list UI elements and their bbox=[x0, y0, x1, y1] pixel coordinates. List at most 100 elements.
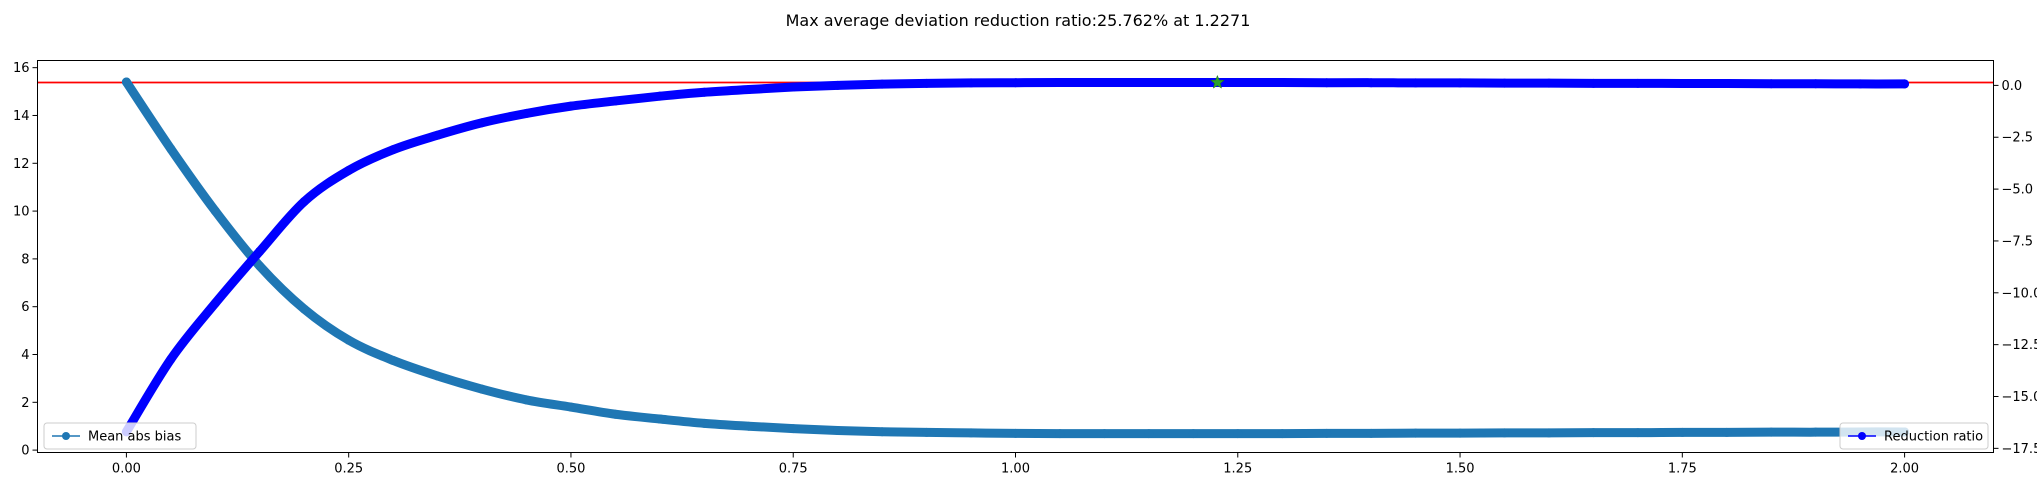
data-point bbox=[1544, 428, 1554, 438]
x-tick-label: 0.50 bbox=[556, 462, 585, 477]
data-point bbox=[344, 165, 354, 175]
data-point bbox=[1277, 429, 1287, 439]
data-point bbox=[1588, 428, 1598, 438]
data-point bbox=[344, 335, 354, 345]
y-right-tick-label: −12.5 bbox=[2002, 338, 2037, 353]
data-point bbox=[433, 371, 443, 381]
data-point bbox=[1811, 427, 1821, 437]
data-point bbox=[1811, 79, 1821, 89]
series-line-reduction-ratio bbox=[121, 77, 1910, 437]
data-point bbox=[610, 96, 620, 106]
data-point bbox=[388, 355, 398, 365]
y-right-tick-label: −2.5 bbox=[2002, 131, 2034, 146]
data-point bbox=[166, 144, 176, 154]
data-point bbox=[121, 77, 131, 87]
data-point bbox=[610, 409, 620, 419]
data-point bbox=[388, 145, 398, 155]
max-marker-star bbox=[1210, 74, 1225, 89]
y-axis-right: 0.0 −2.5 −5.0 −7.5 −10.0 −12.5 −15.0 −17.5 bbox=[1993, 79, 2037, 457]
data-point bbox=[477, 384, 487, 394]
data-point bbox=[1188, 429, 1198, 439]
y-left-tick-label: 12 bbox=[13, 157, 30, 172]
y-left-tick-label: 8 bbox=[21, 252, 29, 267]
data-point bbox=[1099, 429, 1109, 439]
y-right-tick-label: 0.0 bbox=[2002, 79, 2023, 94]
data-point bbox=[1411, 78, 1421, 88]
legend-reduction-ratio: Reduction ratio bbox=[1839, 422, 1989, 450]
y-right-tick-label: −5.0 bbox=[2002, 183, 2034, 198]
legend-label: Reduction ratio bbox=[1884, 430, 1983, 445]
data-point bbox=[1277, 77, 1287, 87]
x-tick-label: 0.00 bbox=[112, 462, 141, 477]
data-point bbox=[655, 91, 665, 101]
y-right-tick-label: −17.5 bbox=[2002, 442, 2037, 457]
data-point bbox=[1766, 79, 1776, 89]
data-point bbox=[1588, 78, 1598, 88]
data-point bbox=[1722, 79, 1732, 89]
data-point bbox=[699, 418, 709, 428]
data-point bbox=[922, 427, 932, 437]
data-point bbox=[1233, 77, 1243, 87]
data-point bbox=[744, 85, 754, 95]
x-tick-label: 1.25 bbox=[1223, 462, 1252, 477]
data-point bbox=[877, 79, 887, 89]
data-point bbox=[1144, 429, 1154, 439]
data-point bbox=[1322, 428, 1332, 438]
x-axis: 0.00 0.25 0.50 0.75 1.00 1.25 1.50 1.75 2.00 bbox=[112, 452, 1919, 477]
data-point bbox=[255, 261, 265, 271]
data-point bbox=[1677, 79, 1687, 89]
x-tick-label: 1.00 bbox=[1001, 462, 1030, 477]
data-point bbox=[788, 424, 798, 434]
data-point bbox=[655, 414, 665, 424]
data-point bbox=[877, 427, 887, 437]
y-right-tick-label: −7.5 bbox=[2002, 234, 2034, 249]
legend-box bbox=[43, 422, 197, 450]
data-point bbox=[210, 206, 220, 216]
legend-marker bbox=[1858, 432, 1866, 440]
data-point bbox=[1900, 79, 1910, 89]
data-point bbox=[1455, 78, 1465, 88]
y-left-tick-label: 4 bbox=[21, 348, 29, 363]
data-point bbox=[1766, 427, 1776, 437]
legend-box bbox=[1839, 422, 1989, 450]
data-point bbox=[1011, 428, 1020, 438]
legend-label: Mean abs bias bbox=[88, 430, 182, 445]
x-tick-label: 0.25 bbox=[334, 462, 363, 477]
x-tick-label: 1.75 bbox=[1668, 462, 1697, 477]
data-point bbox=[1055, 429, 1065, 439]
data-point bbox=[788, 82, 798, 92]
data-point bbox=[1366, 428, 1376, 438]
data-point bbox=[1055, 77, 1065, 87]
plot-area bbox=[37, 74, 1994, 439]
y-right-tick-label: −15.0 bbox=[2002, 390, 2037, 405]
data-point bbox=[210, 298, 220, 308]
y-axis-left: 0 2 4 6 8 10 12 14 16 bbox=[13, 61, 38, 459]
data-point bbox=[966, 78, 976, 88]
data-point bbox=[833, 80, 843, 90]
legend-mean-abs-bias: Mean abs bias bbox=[43, 422, 197, 450]
data-point bbox=[1144, 77, 1154, 87]
data-point bbox=[1722, 427, 1732, 437]
y-left-tick-label: 10 bbox=[13, 205, 30, 220]
data-point bbox=[1188, 77, 1198, 87]
data-point bbox=[1633, 428, 1643, 438]
data-point bbox=[1233, 429, 1243, 439]
chart-title: Max average deviation reduction ratio:25… bbox=[786, 11, 1251, 30]
data-point bbox=[477, 118, 487, 128]
data-point bbox=[966, 428, 976, 438]
data-point bbox=[744, 421, 754, 431]
x-tick-label: 1.50 bbox=[1446, 462, 1475, 477]
data-point bbox=[522, 108, 531, 118]
y-right-tick-label: −10.0 bbox=[2002, 286, 2037, 301]
x-tick-label: 0.75 bbox=[779, 462, 808, 477]
data-point bbox=[1633, 78, 1643, 88]
data-point bbox=[566, 101, 576, 111]
data-point bbox=[1855, 79, 1865, 89]
data-point bbox=[255, 246, 265, 256]
data-point bbox=[1322, 78, 1332, 88]
y-left-tick-label: 16 bbox=[13, 61, 30, 76]
y-left-tick-label: 6 bbox=[21, 300, 29, 315]
data-point bbox=[566, 402, 576, 412]
